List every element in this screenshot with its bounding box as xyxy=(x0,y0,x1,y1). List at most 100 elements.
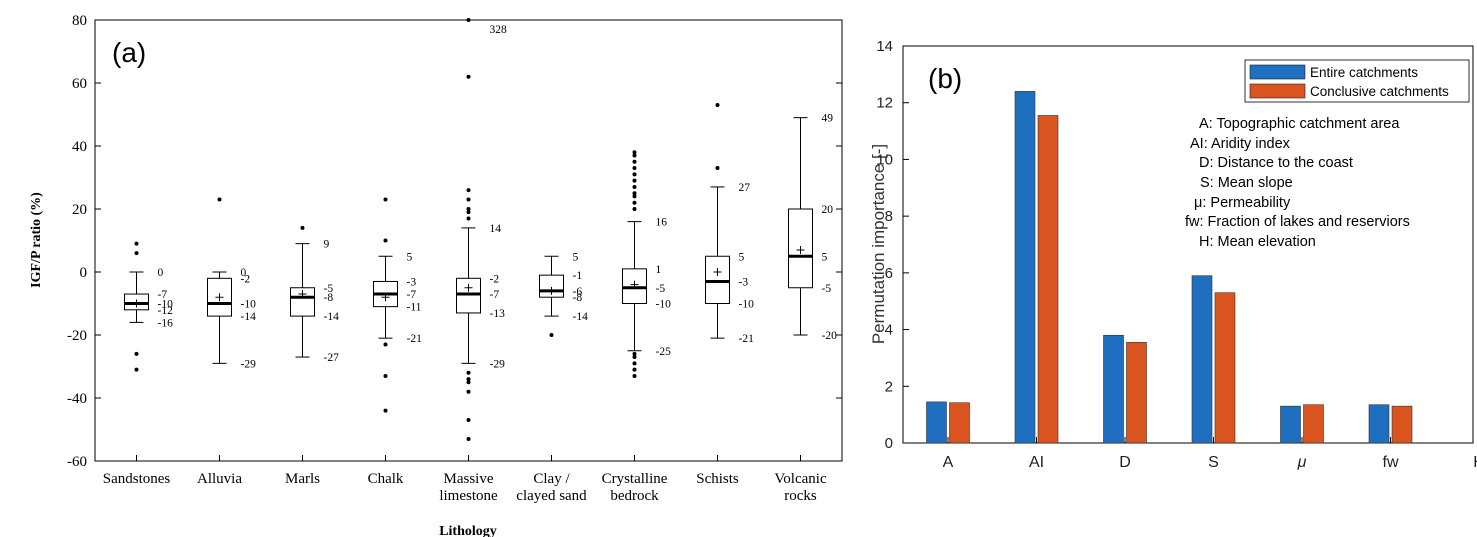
x-tick-label-a: Volcanic xyxy=(774,471,827,487)
box-value-label: -2 xyxy=(490,273,500,285)
box-value-label: 9 xyxy=(324,239,330,251)
outlier-point xyxy=(466,377,471,382)
x-tick-label-a: limestone xyxy=(439,488,498,504)
outlier-point xyxy=(466,188,471,193)
outlier-point xyxy=(632,200,637,205)
outlier-point xyxy=(466,210,471,215)
y-tick-label-b: 14 xyxy=(876,38,893,55)
box-group: 5 -3-7-11 -21 xyxy=(373,197,422,413)
box-value-label: -1 xyxy=(573,270,583,282)
y-tick-label-a: 0 xyxy=(80,265,88,281)
box-value-label: -5 xyxy=(324,283,334,295)
box-value-label: -5 xyxy=(822,283,832,295)
x-tick-label-a: Clay / xyxy=(533,471,570,487)
outlier-point xyxy=(134,241,139,246)
box-value-label: -21 xyxy=(739,333,755,345)
outlier-point xyxy=(134,367,139,372)
x-axis-label-a: Lithology xyxy=(439,524,497,537)
mean-marker xyxy=(464,283,473,292)
outlier-point xyxy=(715,166,720,171)
x-tick-label-a: Chalk xyxy=(368,471,404,487)
bar xyxy=(926,401,947,444)
abbreviation-notes: A: Topographic catchment area AI: Aridit… xyxy=(1185,116,1410,250)
legend: Entire catchments Conclusive catchments xyxy=(1244,59,1470,103)
bar xyxy=(1214,292,1236,444)
box-value-label: -10 xyxy=(739,299,755,311)
outlier-point xyxy=(466,418,471,423)
outlier-point xyxy=(300,225,305,230)
x-tick-label-b: D xyxy=(1119,454,1131,471)
box-value-label: -20 xyxy=(822,330,838,342)
note-h: H: Mean elevation xyxy=(1199,234,1316,250)
box-value-label: 20 xyxy=(822,204,834,216)
outlier-point xyxy=(632,373,637,378)
bar xyxy=(1037,115,1059,444)
mean-marker xyxy=(132,299,141,308)
y-tick-label-a: -20 xyxy=(67,328,87,344)
x-tick-label-a: bedrock xyxy=(610,488,659,504)
y-tick-label-a: 20 xyxy=(72,202,87,218)
y-tick-label-a: 60 xyxy=(72,76,87,92)
bar xyxy=(1103,334,1124,444)
note-a: A: Topographic catchment area xyxy=(1199,116,1400,132)
box-value-label: -13 xyxy=(490,308,506,320)
x-tick-label-a: Alluvia xyxy=(197,471,242,487)
outlier-point xyxy=(632,191,637,196)
box-value-label: 1 xyxy=(656,264,662,276)
outlier-point xyxy=(383,197,388,202)
box-group: 27 5 -3 -10 -21 xyxy=(705,103,755,345)
mean-marker xyxy=(215,293,224,302)
box-group: 9 -5-8 -14 -27 xyxy=(290,225,340,364)
outlier-point xyxy=(383,342,388,347)
box-value-label: -12 xyxy=(158,305,174,317)
y-tick-label-b: 4 xyxy=(885,322,893,339)
y-tick-label-b: 6 xyxy=(885,265,893,282)
box-value-label: -29 xyxy=(490,358,506,370)
box-value-label: -3 xyxy=(407,276,417,288)
box-value-label: -7 xyxy=(158,289,168,301)
outlier-point xyxy=(632,367,637,372)
x-tick-label-a: Marls xyxy=(285,471,320,487)
box-value-label: 5 xyxy=(407,251,413,263)
y-tick-label-b: 10 xyxy=(876,151,893,168)
box-value-label: 5 xyxy=(822,251,828,263)
legend-label-entire: Entire catchments xyxy=(1310,65,1418,80)
y-tick-label-b: 12 xyxy=(876,95,893,112)
y-tick-label-b: 2 xyxy=(885,378,893,395)
mean-marker xyxy=(381,293,390,302)
box-iqr xyxy=(705,255,730,304)
panel-b-label: (b) xyxy=(928,63,962,94)
bars xyxy=(926,91,1413,444)
x-tick-label-b: S xyxy=(1208,454,1219,471)
box-value-label: -10 xyxy=(656,299,672,311)
box-value-label: 5 xyxy=(573,251,579,263)
x-tick-label-a: Crystalline xyxy=(602,471,668,487)
box-group: 0 -7-10-12-16 xyxy=(124,241,174,372)
box-value-label: 16 xyxy=(656,217,668,229)
bar xyxy=(1280,405,1301,444)
outlier-point xyxy=(134,251,139,256)
plot-b-frame xyxy=(902,45,1474,444)
outlier-point xyxy=(632,184,637,189)
box-value-label: 27 xyxy=(739,182,751,194)
box-iqr xyxy=(456,277,481,314)
outlier-point xyxy=(632,153,637,158)
box-value-label: -14 xyxy=(324,311,340,323)
bar xyxy=(1391,405,1413,444)
box-value-label: 5 xyxy=(739,251,745,263)
note-s: S: Mean slope xyxy=(1200,175,1293,191)
outlier-point xyxy=(632,194,637,199)
y-tick-label-a: 80 xyxy=(72,13,87,29)
box-value-label: -16 xyxy=(158,317,174,329)
note-mu: μ: Permeability xyxy=(1194,195,1291,211)
box-value-label: -3 xyxy=(739,276,749,288)
outlier-point xyxy=(466,370,471,375)
box-value-label: -7 xyxy=(490,289,500,301)
bar xyxy=(1303,404,1324,444)
x-tick-label-a: Massive xyxy=(444,471,494,487)
outlier-point xyxy=(632,150,637,155)
x-tick-label-b: fw xyxy=(1383,454,1399,471)
x-tick-label-b: A xyxy=(943,454,954,471)
